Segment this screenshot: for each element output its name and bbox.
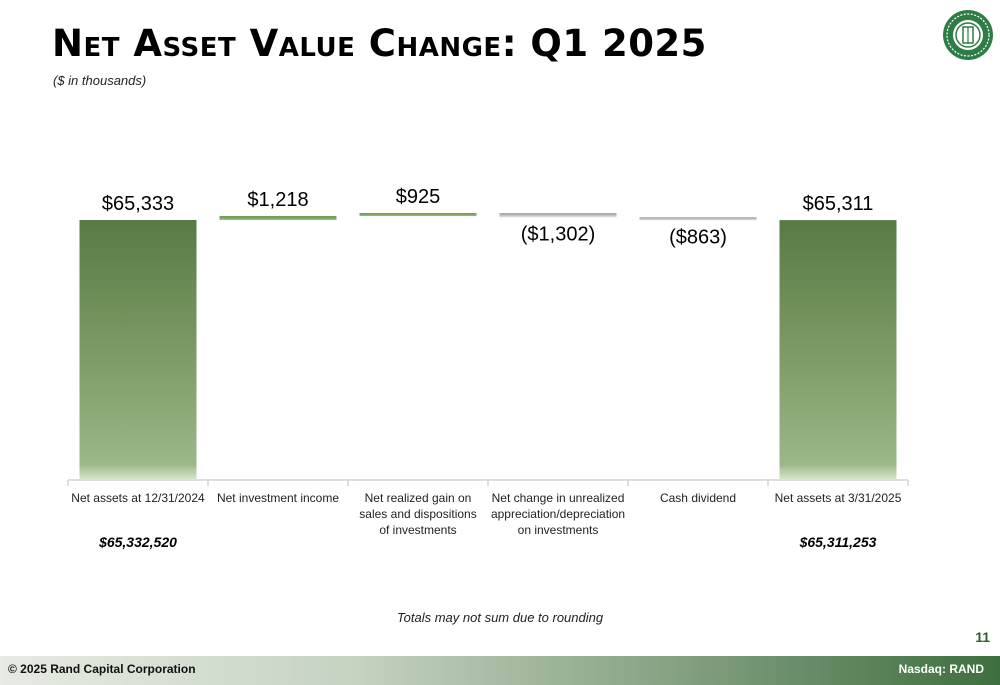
footer-ticker: Nasdaq: RAND bbox=[898, 662, 984, 676]
rand-capital-seal-icon bbox=[943, 10, 993, 60]
waterfall-chart: $65,333 Net assets at 12/31/2024 $65,332,5… bbox=[67, 186, 909, 550]
bar-value-label: ($863) bbox=[669, 226, 727, 248]
bar-value-label: $925 bbox=[396, 186, 441, 208]
x-tick-label: Cash dividend bbox=[660, 491, 736, 505]
x-tick-label: Net realized gain on sales and dispositio… bbox=[359, 491, 476, 537]
x-tick-label: Net investment income bbox=[217, 491, 339, 505]
bar-decrease bbox=[639, 217, 757, 221]
x-tick-label: Net assets at 3/31/2025 bbox=[775, 491, 902, 505]
page-title: Net Asset Value Change: Q1 2025 bbox=[52, 22, 707, 65]
bar-value-label: $65,333 bbox=[102, 193, 174, 215]
bar-value-label: $1,218 bbox=[247, 189, 308, 211]
bar-value-label: $65,311 bbox=[803, 193, 874, 215]
x-tick-label: Net change in unrealized appreciation/dep… bbox=[491, 491, 625, 537]
bar-total bbox=[79, 220, 197, 480]
footer-bar: © 2025 Rand Capital Corporation Nasdaq: … bbox=[0, 656, 1000, 685]
exact-total-label: $65,311,253 bbox=[799, 534, 877, 550]
bar-decrease bbox=[499, 213, 617, 218]
bar-value-label: ($1,302) bbox=[521, 223, 596, 245]
bar-increase bbox=[219, 216, 337, 220]
bar-total bbox=[779, 220, 897, 480]
footer-copyright: © 2025 Rand Capital Corporation bbox=[8, 662, 196, 676]
exact-total-label: $65,332,520 bbox=[98, 534, 177, 550]
rounding-note: Totals may not sum due to rounding bbox=[396, 610, 604, 625]
page-number: 11 bbox=[975, 629, 990, 645]
bar-increase bbox=[359, 213, 477, 217]
page-subtitle: ($ in thousands) bbox=[53, 73, 147, 88]
x-tick-label: Net assets at 12/31/2024 bbox=[71, 491, 205, 505]
